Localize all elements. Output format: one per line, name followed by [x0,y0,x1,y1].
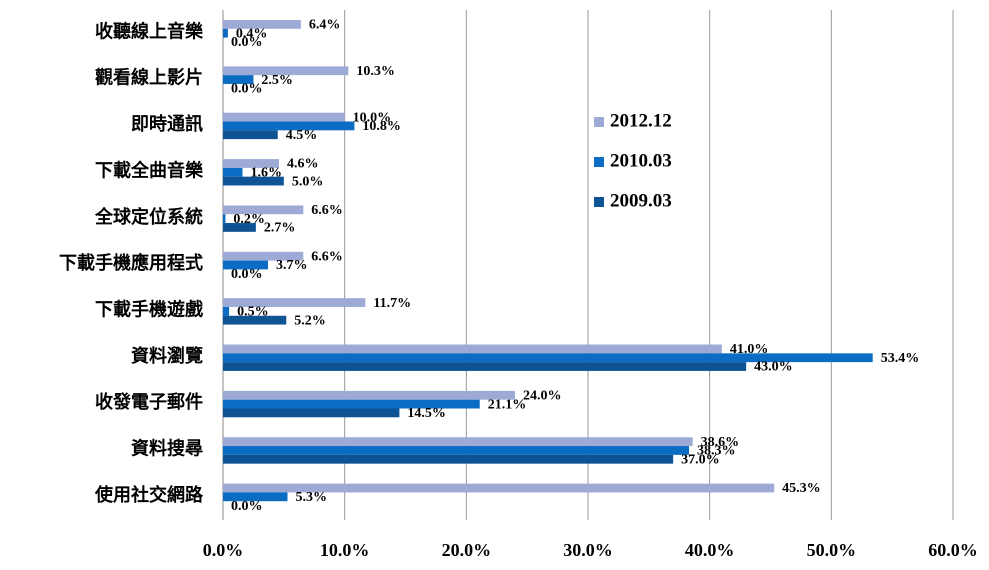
bar [223,399,480,409]
x-tick-label: 10.0% [320,540,370,560]
value-label: 0.0% [231,35,263,50]
x-tick-label: 20.0% [442,540,492,560]
value-label: 45.3% [782,481,821,496]
value-label: 24.0% [523,389,562,404]
bar [223,492,288,502]
y-tick-label: 下載手機遊戲 [95,298,204,319]
bar [223,251,304,261]
bar [223,75,254,84]
bar [223,205,304,215]
y-tick-label: 下載手機應用程式 [59,252,203,273]
value-label: 2.5% [261,73,293,88]
y-tick-label: 全球定位系統 [94,206,203,227]
x-tick-label: 60.0% [928,540,978,560]
legend-swatch [594,117,604,127]
value-label: 11.7% [373,296,411,311]
bar [223,28,228,38]
bar [223,19,301,29]
value-label: 53.4% [881,351,920,366]
bar [223,130,278,140]
value-label: 3.7% [276,258,308,273]
x-tick-label: 50.0% [807,540,857,560]
y-tick-label: 下載全曲音樂 [95,159,204,180]
value-label: 10.0% [353,110,392,125]
y-tick-label: 收發電子郵件 [95,391,203,412]
value-label: 6.6% [311,249,343,264]
legend-swatch [594,197,604,207]
value-label: 38.3% [697,444,736,459]
y-tick-label: 觀看線上影片 [95,67,203,88]
y-tick-label: 收聽線上音樂 [95,20,204,41]
x-tick-label: 0.0% [203,540,244,560]
value-label: 4.6% [287,157,319,172]
bar [223,390,515,400]
value-label: 5.2% [294,313,326,328]
value-label: 6.4% [309,18,341,33]
bar [223,167,243,177]
y-tick-label: 使用社交網路 [94,484,204,505]
x-tick-label: 40.0% [685,540,735,560]
bar [223,454,674,464]
value-label: 2.7% [264,221,296,236]
value-label: 21.1% [488,397,527,412]
value-label: 43.0% [754,360,793,375]
value-label: 0.0% [231,267,263,282]
bar [223,298,366,307]
x-tick-label: 30.0% [563,540,613,560]
bar [223,446,689,455]
y-tick-label: 資料搜尋 [131,438,203,459]
y-tick-label: 即時通訊 [131,113,203,134]
bar [223,176,284,186]
value-label: 14.5% [407,406,446,421]
value-label: 6.6% [311,203,343,218]
value-label: 38.6% [701,435,740,450]
bar [223,121,355,131]
bar [223,483,775,493]
bar [223,315,287,325]
value-label: 0.4% [236,26,268,41]
bar [223,306,230,316]
bar [223,214,226,224]
bar [223,159,279,168]
value-label: 10.3% [356,64,395,79]
y-tick-label: 資料瀏覽 [131,345,203,366]
value-label: 5.0% [292,174,324,189]
bar [223,223,256,232]
value-label: 10.8% [362,119,401,134]
value-label: 37.0% [681,452,720,467]
value-label: 0.0% [231,82,263,97]
bar [223,353,873,363]
bar [223,437,693,447]
value-label: 4.5% [286,128,318,143]
value-label: 5.3% [295,490,327,505]
bar [223,408,400,418]
bar [223,66,349,76]
bar [223,112,345,122]
legend-label: 2009.03 [610,190,672,211]
value-label: 0.0% [231,499,263,514]
legend-label: 2012.12 [610,110,672,131]
bar [223,260,269,270]
legend-swatch [594,157,604,167]
bar [223,362,747,371]
legend-label: 2010.03 [610,150,672,171]
bar [223,344,722,354]
